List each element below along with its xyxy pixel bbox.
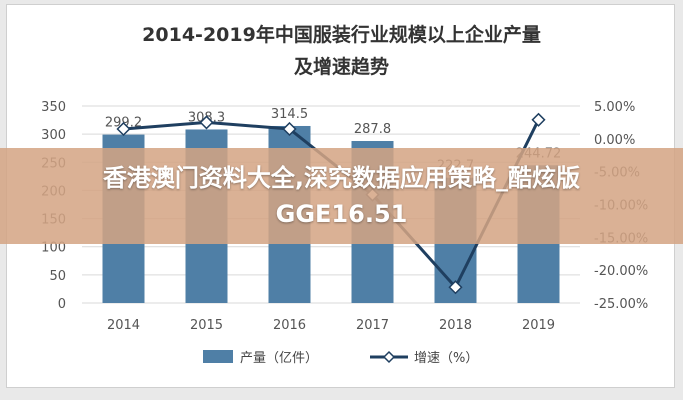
left-tick-label: 350 bbox=[41, 100, 66, 115]
overlay-line-2: GGE16.51 bbox=[275, 200, 408, 228]
right-tick-label: -20.00% bbox=[594, 264, 648, 279]
overlay-line-1: 香港澳门资料大全,深究数据应用策略_酷炫版 bbox=[102, 164, 581, 192]
legend-bar-label: 产量（亿件） bbox=[240, 351, 318, 366]
chart-title: 2014-2019年中国服装行业规模以上企业产量 bbox=[142, 24, 541, 46]
growth-point bbox=[282, 121, 297, 137]
bar-data-label: 287.8 bbox=[354, 122, 391, 137]
left-tick-label: 50 bbox=[49, 269, 66, 284]
x-tick-label: 2016 bbox=[273, 318, 306, 333]
legend-bar-swatch bbox=[203, 350, 233, 363]
x-tick-label: 2017 bbox=[356, 318, 389, 333]
left-tick-label: 100 bbox=[41, 241, 66, 256]
growth-point bbox=[116, 121, 131, 137]
overlay-banner: 香港澳门资料大全,深究数据应用策略_酷炫版 GGE16.51 bbox=[0, 148, 683, 244]
legend-line-label: 增速（%） bbox=[414, 351, 478, 366]
x-tick-label: 2014 bbox=[107, 318, 140, 333]
legend-line-marker bbox=[382, 350, 396, 364]
x-tick-label: 2015 bbox=[190, 318, 223, 333]
right-tick-label: -25.00% bbox=[594, 297, 648, 312]
right-tick-label: 0.00% bbox=[594, 133, 635, 148]
growth-point bbox=[531, 112, 546, 127]
growth-point bbox=[199, 115, 214, 130]
growth-point bbox=[448, 280, 463, 295]
left-tick-label: 300 bbox=[41, 128, 66, 143]
right-tick-label: 5.00% bbox=[594, 100, 635, 115]
chart-subtitle: 及增速趋势 bbox=[293, 56, 389, 78]
bar-data-label: 314.5 bbox=[271, 107, 308, 122]
x-tick-label: 2018 bbox=[439, 318, 472, 333]
left-tick-label: 0 bbox=[58, 297, 66, 312]
x-tick-label: 2019 bbox=[522, 318, 555, 333]
